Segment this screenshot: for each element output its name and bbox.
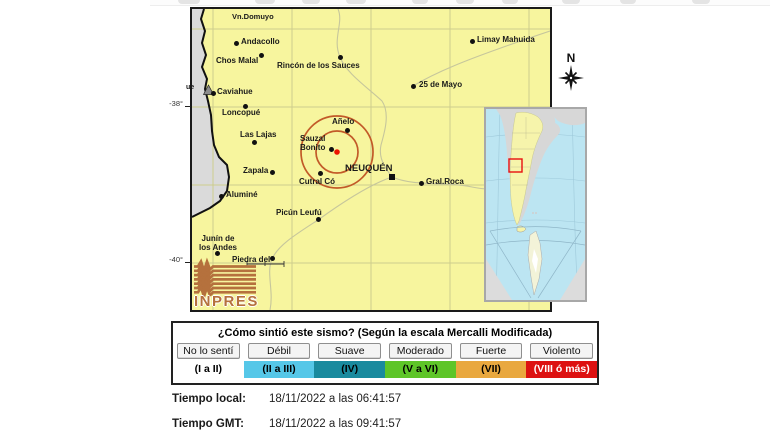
compass-north-label: N (566, 51, 576, 65)
intensity-scale-badge: (I a II) (173, 361, 244, 378)
intensity-scale-badge: (VIII ó más) (526, 361, 598, 378)
intensity-button-6[interactable]: Violento (530, 343, 594, 359)
intensity-option: Moderado (V a VI) (385, 342, 456, 378)
time-value: 18/11/2022 a las 06:41:57 (269, 393, 402, 405)
time-row: Tiempo GMT: 18/11/2022 a las 09:41:57 (172, 418, 401, 430)
time-label: Tiempo local: (172, 393, 246, 405)
intensity-scale-badge: (VII) (455, 361, 527, 378)
country-border (192, 9, 231, 218)
epicenter-rings (300, 115, 374, 189)
intensity-button-4[interactable]: Moderado (389, 343, 452, 359)
time-label: Tiempo GMT: (172, 418, 244, 430)
epicenter-marker (334, 149, 340, 155)
intensity-scale-badge: (II a III) (243, 361, 315, 378)
intensity-panel-title: ¿Cómo sintió este sismo? (Según la escal… (217, 327, 553, 339)
inset-argentina (510, 111, 544, 226)
inset-provinces (511, 117, 540, 186)
intensity-option: No lo sentí (I a II) (173, 342, 244, 378)
intensity-button-2[interactable]: Débil (247, 343, 311, 359)
latitude-label: -40° (169, 255, 183, 264)
intensity-option: Débil (II a III) (243, 342, 315, 378)
compass-star-icon (558, 65, 584, 91)
time-value: 18/11/2022 a las 09:41:57 (269, 418, 402, 430)
intensity-option: Suave (IV) (314, 342, 386, 378)
intensity-button-5[interactable]: Fuerte (459, 343, 523, 359)
mini-scale-bar (246, 261, 285, 267)
intensity-button-3[interactable]: Suave (318, 343, 382, 359)
intensity-scale-badge: (V a VI) (385, 361, 456, 378)
intensity-option: Fuerte (VII) (455, 342, 527, 378)
browser-toolbar-fragment (150, 0, 770, 6)
inset-highlight-box (508, 158, 523, 173)
intensity-panel: ¿Cómo sintió este sismo? (Según la escal… (171, 321, 599, 385)
compass-rose: N (556, 51, 586, 96)
intensity-options-row: No lo sentí (I a II) Débil (II a III) Suave(… (173, 342, 598, 378)
intensity-button-1[interactable]: No lo sentí (177, 343, 240, 359)
inpres-logo-text: INPRES (194, 293, 259, 310)
intensity-scale-badge: (IV) (314, 361, 386, 378)
argentina-inset-map (484, 107, 587, 302)
intensity-option: Violento (VIII ó más) (526, 342, 598, 378)
inpres-logo (194, 257, 256, 301)
time-row: Tiempo local: 18/11/2022 a las 06:41:57 (172, 393, 401, 405)
latitude-label: -38° (169, 99, 183, 108)
